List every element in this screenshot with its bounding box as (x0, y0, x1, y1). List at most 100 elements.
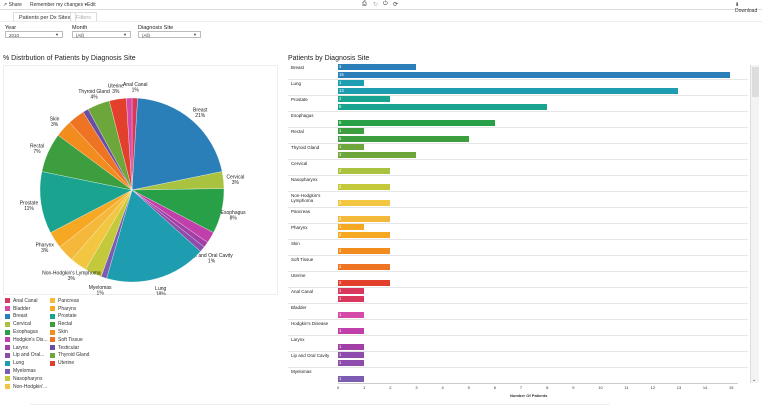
pie-slice-bladder[interactable] (126, 97, 133, 191)
row-separator (288, 143, 748, 144)
legend-item-pancreas[interactable]: Pancreas (50, 297, 79, 305)
bar-category-label: Cervical (291, 161, 308, 166)
legend-item-hodgkin-s-disease[interactable]: Hodgkin's Dis... (5, 336, 48, 344)
legend-item-lung[interactable]: Lung (5, 359, 24, 367)
refresh-icon[interactable]: ⟳ (393, 2, 399, 8)
pie-label-pharynx: Pharynx 3% (36, 243, 55, 255)
bar-myelomas[interactable]: 1 (338, 376, 365, 382)
legend-item-bladder[interactable]: Bladder (5, 305, 30, 313)
row-separator (288, 95, 748, 96)
legend-item-nasopharynx[interactable]: Nasopharynx (5, 375, 42, 383)
bar-breast[interactable]: 3 (338, 64, 417, 70)
legend-label: Anal Canal (13, 297, 38, 304)
scrollbar-thumb[interactable] (752, 67, 759, 97)
year-select[interactable]: 2010 ▼ (5, 31, 63, 38)
legend-item-skin[interactable]: Skin (50, 328, 68, 336)
legend-item-non-hodgkin-s-lymphoma[interactable]: Non-Hodgkin'... (5, 383, 47, 391)
bar-pharynx[interactable]: 1 (338, 224, 365, 230)
x-axis-line (338, 383, 738, 384)
x-tick-label: 1 (363, 385, 366, 390)
bar-nasopharynx[interactable]: 2 (338, 184, 391, 190)
bar-lung[interactable]: 13 (338, 88, 678, 94)
bar-category-label: Non-Hodgkin's Lymphoma (291, 193, 321, 203)
row-separator (288, 367, 748, 368)
pie-slice-breast[interactable] (131, 98, 223, 191)
legend-swatch (5, 360, 10, 366)
legend-item-testicular[interactable]: Testicular (50, 344, 79, 352)
bar-thyroid-gland[interactable]: 3 (338, 152, 417, 158)
bar-thyroid-gland[interactable]: 1 (338, 144, 365, 150)
tab-patients-per-dx-sites[interactable]: Patients per Dx Sites (13, 12, 77, 21)
bar-soft-tissue[interactable]: 2 (338, 264, 391, 270)
bar-pancreas[interactable]: 2 (338, 216, 391, 222)
bar-lip-and-oral-cavity[interactable]: 1 (338, 360, 365, 366)
bar-rectal[interactable]: 1 (338, 128, 365, 134)
bar-rectal[interactable]: 5 (338, 136, 469, 142)
bar-title: Patients by Diagnosis Site (288, 55, 370, 62)
legend-label: Lip and Oral... (13, 352, 45, 359)
legend-label: Thyroid Gland (58, 352, 90, 359)
edit-button[interactable]: Edit (87, 2, 96, 8)
legend-item-prostate[interactable]: Prostate (50, 313, 77, 321)
legend-item-soft-tissue[interactable]: Soft Tissue (50, 336, 83, 344)
legend-swatch (5, 368, 10, 374)
pie-slice-lung[interactable] (106, 189, 201, 283)
scrollbar[interactable]: ⌄ (750, 65, 759, 383)
pie-label-thyroid-gland: Thyroid Gland 4% (78, 89, 110, 101)
legend-item-pharynx[interactable]: Pharynx (50, 305, 76, 313)
bar-category-label: Uterine (291, 273, 306, 278)
legend-item-anal-canal[interactable]: Anal Canal (5, 297, 37, 305)
bar-prostate[interactable]: 2 (338, 96, 391, 102)
share-button[interactable]: ↗ Share (3, 2, 22, 8)
bar-cervical[interactable]: 2 (338, 168, 391, 174)
diagnosis-site-select[interactable]: (All) ▼ (138, 31, 201, 38)
chevron-down-icon: ▼ (55, 32, 59, 37)
legend-item-cervical[interactable]: Cervical (5, 320, 31, 328)
legend-item-larynx[interactable]: Larynx (5, 344, 28, 352)
bar-lung[interactable]: 1 (338, 80, 365, 86)
legend-swatch (50, 321, 55, 327)
month-label: Month (72, 25, 88, 31)
bar-hodgkin-s-disease[interactable]: 1 (338, 328, 365, 334)
bar-category-label: Lung (291, 81, 302, 86)
pause-icon[interactable]: ⏻ (383, 1, 388, 7)
legend-item-lip-and-oral-cavity[interactable]: Lip and Oral... (5, 352, 44, 360)
print-icon[interactable]: ⎙ (362, 1, 367, 7)
legend-item-breast[interactable]: Breast (5, 313, 27, 321)
bar-prostate[interactable]: 8 (338, 104, 548, 110)
bar-bladder[interactable]: 1 (338, 312, 365, 318)
legend-item-uterine[interactable]: Uterine (50, 359, 74, 367)
bar-uterine[interactable]: 2 (338, 280, 391, 286)
bar-pharynx[interactable]: 2 (338, 232, 391, 238)
chevron-down-icon[interactable]: ⌄ (752, 377, 757, 383)
x-tick-label: 5 (467, 385, 470, 390)
legend-item-rectal[interactable]: Rectal (50, 320, 72, 328)
pie-title: % Distrbution of Patients by Diagnosis S… (3, 55, 136, 62)
month-select[interactable]: (All) ▼ (72, 31, 131, 38)
bar-anal-canal[interactable]: 1 (338, 288, 365, 294)
bar-non-hodgkin-s-lymphoma[interactable]: 2 (338, 200, 391, 206)
bar-esophagus[interactable]: 6 (338, 120, 495, 126)
legend-swatch (50, 298, 55, 304)
bar-larynx[interactable]: 1 (338, 344, 365, 350)
bar-breast[interactable]: 15 (338, 72, 730, 78)
bar-category-label: Bladder (291, 305, 307, 310)
legend-label: Soft Tissue (58, 336, 83, 343)
bar-category-label: Pancreas (291, 209, 311, 214)
bar-anal-canal[interactable]: 1 (338, 296, 365, 302)
tab-filters[interactable]: Filters (70, 12, 97, 21)
x-tick-label: 6 (493, 385, 497, 390)
remember-changes-dropdown[interactable]: Remember my changes ▾ (30, 2, 87, 8)
bar-skin[interactable]: 2 (338, 248, 391, 254)
download-button[interactable]: ⬇ Download (735, 2, 758, 14)
revert-icon[interactable]: ↻ (373, 2, 379, 8)
legend-item-esophagus[interactable]: Esophagus (5, 328, 38, 336)
legend-swatch (50, 329, 55, 335)
legend-swatch (5, 376, 10, 382)
row-separator (288, 223, 748, 224)
row-separator (288, 335, 748, 336)
legend-item-myelomas[interactable]: Myelomas (5, 367, 36, 375)
legend-item-thyroid-gland[interactable]: Thyroid Gland (50, 352, 89, 360)
bar-lip-and-oral-cavity[interactable]: 1 (338, 352, 365, 358)
pie-label-lung: Lung 18% (155, 286, 166, 295)
